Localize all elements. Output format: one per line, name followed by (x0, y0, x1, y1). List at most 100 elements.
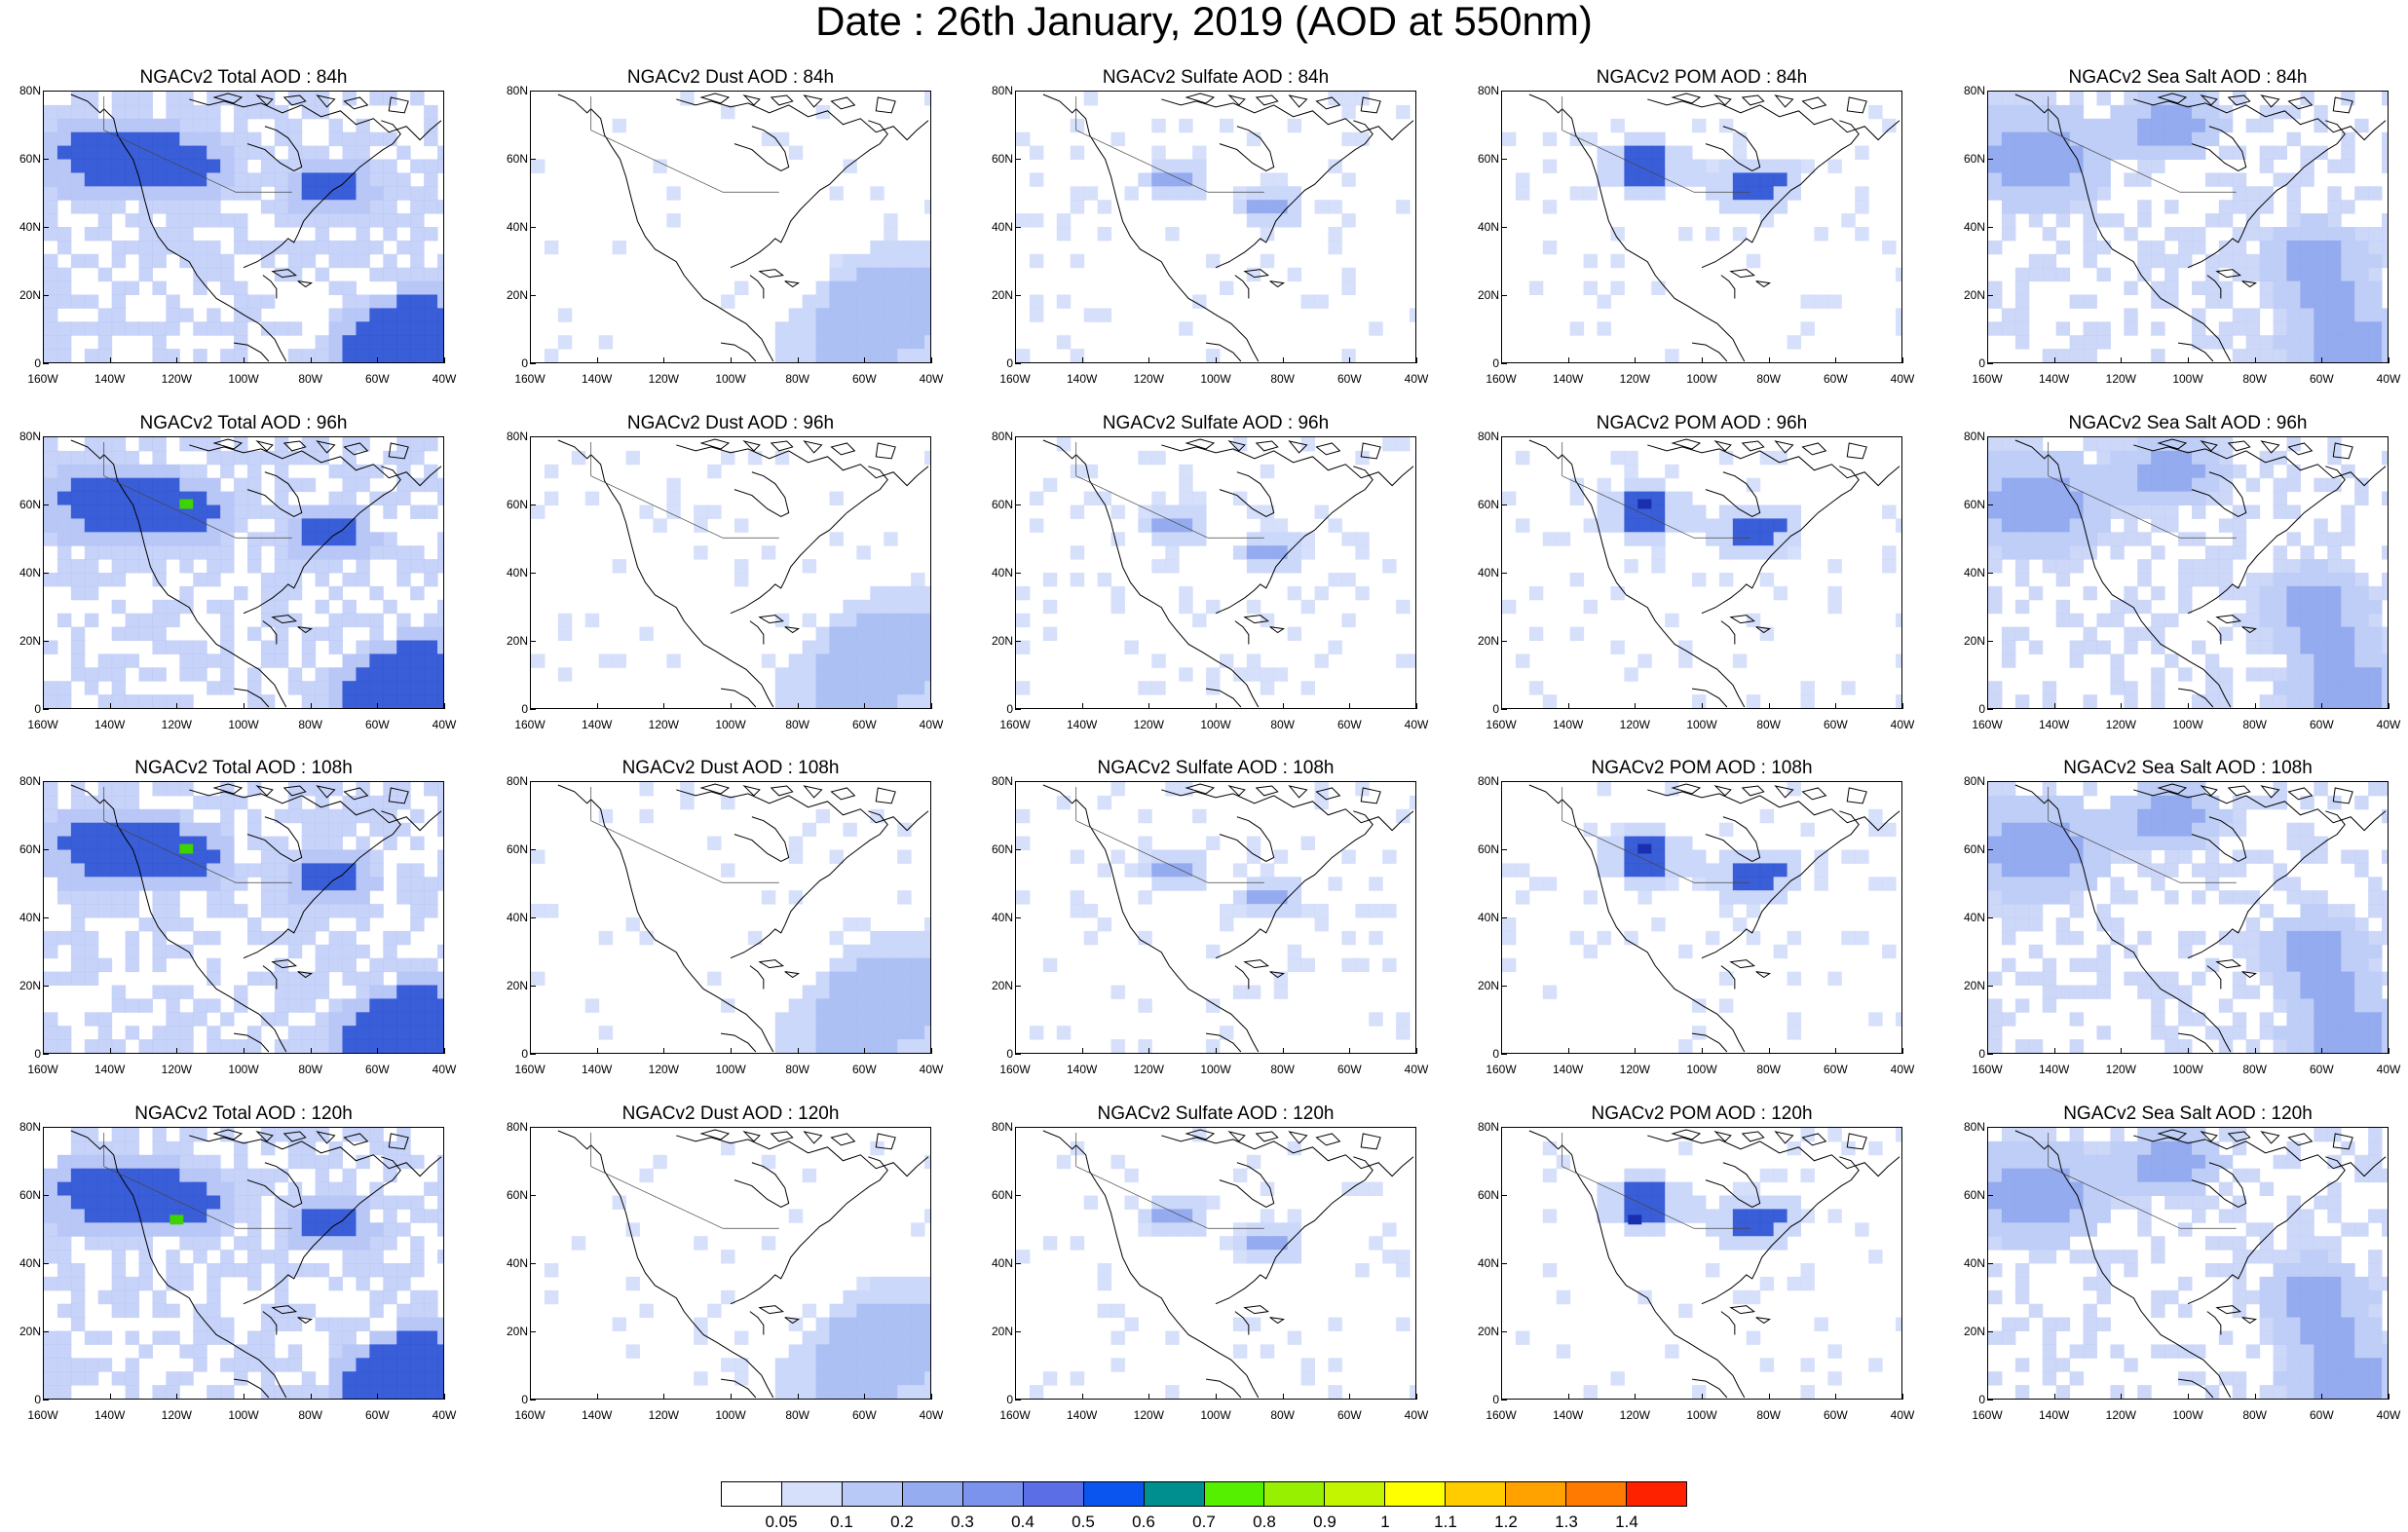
aod-cell (1098, 200, 1111, 213)
aod-cell (1138, 518, 1151, 532)
aod-cell (57, 1331, 71, 1345)
aod-cell (924, 1304, 930, 1318)
aod-cell (396, 1039, 410, 1053)
aod-cell (2354, 1331, 2368, 1345)
aod-cell (302, 654, 316, 667)
aod-cell (112, 1304, 126, 1318)
aod-cell (234, 281, 247, 295)
aod-cell (2354, 1222, 2368, 1236)
aod-cell (1220, 281, 1233, 295)
aod-cell (1988, 1236, 2002, 1250)
aod-cell (803, 614, 816, 627)
aod-cell (1882, 945, 1896, 958)
aod-cell (1637, 186, 1651, 200)
aod-cell (356, 1209, 369, 1222)
aod-cell (2070, 451, 2084, 465)
aod-cell (2354, 1155, 2368, 1169)
aod-cell (302, 160, 316, 173)
aod-cell (2274, 972, 2287, 986)
aod-cell (179, 1026, 193, 1039)
panel-title: NGACv2 POM AOD : 120h (1501, 1103, 1902, 1125)
aod-cell (1543, 1209, 1557, 1222)
lat-tick-label: 80N (1948, 775, 1985, 787)
aod-cell (126, 1236, 139, 1250)
aod-cell (316, 186, 329, 200)
aod-cell (316, 600, 329, 614)
aod-cell (2205, 667, 2219, 681)
aod-cell (275, 573, 288, 586)
aod-cell (356, 1026, 369, 1039)
aod-cell (1988, 532, 2002, 545)
map-canvas (44, 92, 443, 362)
aod-cell (166, 200, 179, 213)
aod-cell (343, 1196, 357, 1210)
aod-cell (369, 172, 383, 186)
aod-cell (316, 782, 329, 796)
lon-tick-label: 60W (841, 1064, 887, 1075)
aod-cell (2327, 958, 2341, 972)
aod-cell (1624, 132, 1637, 146)
aod-cell (1814, 877, 1827, 890)
lon-tick-label: 120W (1611, 373, 1658, 385)
aod-cell (2354, 227, 2368, 241)
aod-cell (2274, 1155, 2287, 1169)
aod-cell (220, 1209, 234, 1222)
aod-cell (369, 335, 383, 349)
aod-cell (1315, 586, 1329, 600)
lon-tick-label: 60W (1326, 1409, 1373, 1421)
aod-cell (316, 958, 329, 972)
lon-tick-mark (311, 703, 312, 709)
aod-cell (897, 321, 911, 335)
lon-tick-label: 160W (1964, 373, 2011, 385)
aod-cell (410, 349, 424, 362)
aod-cell (2056, 1196, 2070, 1210)
aod-cell (789, 681, 803, 694)
aod-cell (44, 1169, 57, 1182)
aod-cell (71, 532, 85, 545)
aod-cell (2178, 241, 2192, 254)
aod-cell (2110, 681, 2124, 694)
aod-cell (585, 998, 599, 1012)
aod-cell (1516, 890, 1529, 904)
map-canvas (1502, 782, 1901, 1053)
aod-cell (2354, 573, 2368, 586)
aod-cell (356, 667, 369, 681)
aod-cell (2015, 972, 2029, 986)
aod-cell (775, 1385, 789, 1399)
aod-cell (2327, 1318, 2341, 1331)
lon-tick-label: 100W (2164, 1409, 2211, 1421)
aod-cell (2287, 573, 2301, 586)
aod-cell (2084, 809, 2097, 823)
aod-cell (2029, 492, 2043, 505)
aod-cell (207, 1169, 220, 1182)
aod-cell (179, 1012, 193, 1026)
lat-tick-mark (530, 295, 536, 296)
aod-cell (1988, 132, 2002, 146)
aod-cell (275, 1290, 288, 1304)
aod-cell (2341, 904, 2354, 917)
aod-cell (2015, 451, 2029, 465)
aod-cell (2151, 505, 2164, 519)
aod-cell (71, 505, 85, 519)
aod-cell (2368, 972, 2382, 986)
aod-cell (1988, 119, 2002, 132)
lon-tick-label: 40W (1879, 1409, 1926, 1421)
aod-cell (71, 465, 85, 478)
aod-cell (2354, 654, 2368, 667)
aod-cell (1801, 1169, 1815, 1182)
aod-cell (2354, 998, 2368, 1012)
lon-tick-mark (1283, 1048, 1284, 1054)
aod-cell (1651, 532, 1665, 545)
aod-cell (424, 998, 437, 1012)
aod-cell (71, 1128, 85, 1141)
lon-tick-label: 100W (2164, 719, 2211, 730)
lat-tick-label: 40N (976, 912, 1013, 923)
aod-cell (1774, 863, 1787, 877)
aod-cell (57, 545, 71, 559)
aod-cell (234, 986, 247, 999)
aod-cell (57, 694, 71, 708)
lat-tick-mark (1987, 91, 1993, 92)
lat-tick-label: 40N (1462, 221, 1499, 233)
aod-cell (1988, 823, 2002, 837)
aod-cell (2043, 559, 2056, 573)
